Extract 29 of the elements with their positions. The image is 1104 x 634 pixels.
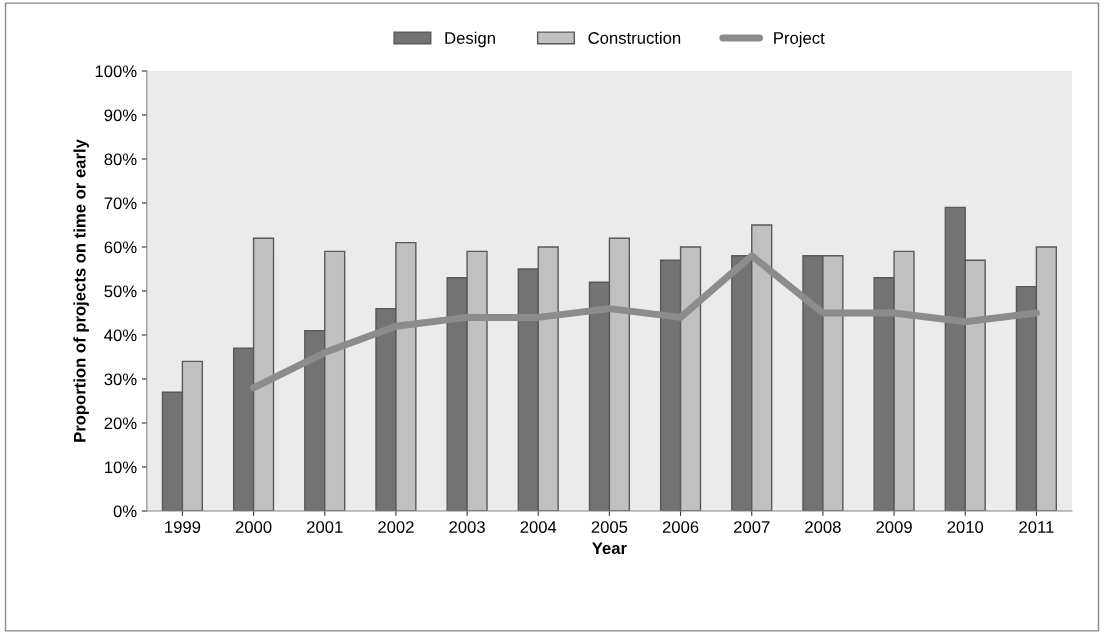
y-tick-label: 60% bbox=[104, 241, 137, 254]
y-tick-label: 90% bbox=[104, 109, 137, 122]
legend-label: Construction bbox=[588, 31, 681, 44]
x-tick-label: 1999 bbox=[165, 521, 201, 533]
x-tick-label: 2011 bbox=[1019, 521, 1054, 533]
x-tick-label: 2001 bbox=[307, 521, 343, 533]
x-tick-label: 2005 bbox=[591, 521, 628, 533]
x-axis-title: Year bbox=[592, 542, 627, 555]
x-tick-label: 2009 bbox=[876, 521, 912, 533]
x-tick-label: 2008 bbox=[805, 521, 841, 533]
y-tick-label: 40% bbox=[104, 329, 137, 342]
y-tick-label: 30% bbox=[104, 373, 137, 386]
legend-label: Design bbox=[445, 31, 495, 48]
y-tick-label: 10% bbox=[105, 461, 137, 474]
x-tick-label: 2007 bbox=[734, 521, 770, 533]
y-axis-title: Proportion of projects on time or early bbox=[73, 139, 89, 442]
legend-label: Project bbox=[774, 31, 825, 48]
x-tick-label: 2003 bbox=[449, 521, 485, 533]
y-tick-label: 20% bbox=[104, 417, 137, 430]
y-tick-label: 50% bbox=[104, 285, 137, 298]
y-tick-label: 0% bbox=[113, 505, 137, 518]
x-tick-label: 2002 bbox=[378, 521, 414, 533]
x-tick-label: 2010 bbox=[947, 521, 984, 533]
x-tick-label: 2004 bbox=[520, 521, 557, 533]
x-tick-label: 2000 bbox=[235, 521, 272, 533]
y-tick-label: 100% bbox=[95, 65, 137, 78]
y-tick-label: 80% bbox=[104, 153, 137, 166]
x-tick-label: 2006 bbox=[662, 521, 699, 533]
y-tick-label: 70% bbox=[104, 197, 137, 210]
